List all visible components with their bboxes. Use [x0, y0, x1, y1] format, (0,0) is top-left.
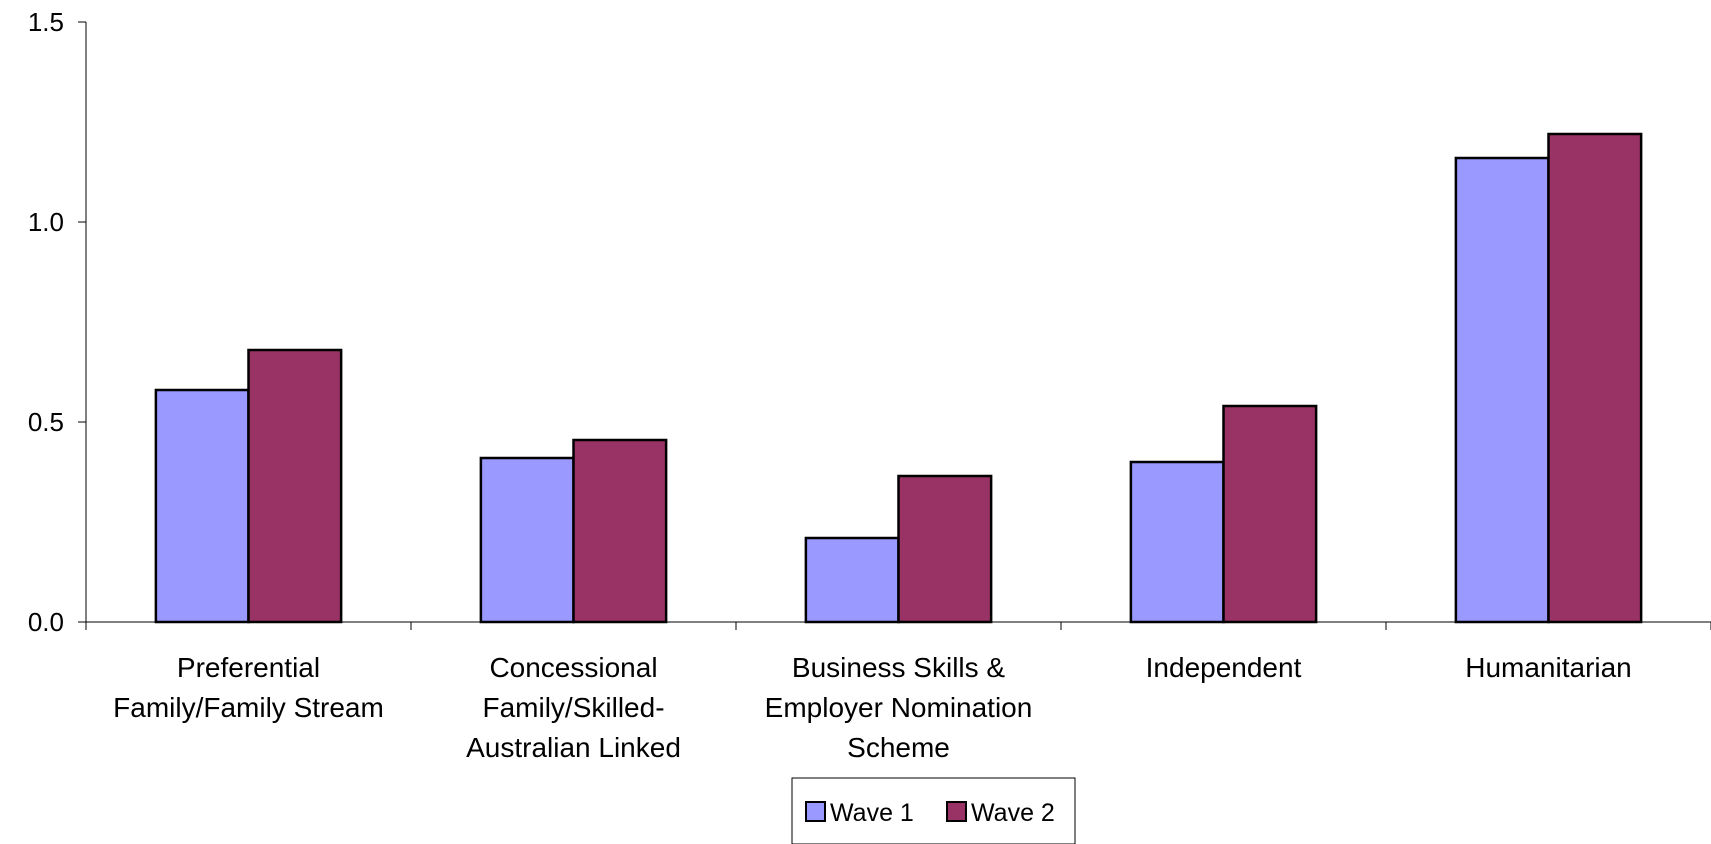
bar-wave-2 [1222, 404, 1318, 624]
bar-wave-2 [572, 438, 668, 624]
bar-wave-2 [897, 474, 993, 624]
bar-wave-2 [1547, 132, 1643, 624]
y-tick-label: 1.0 [28, 207, 64, 237]
bar-wave-1 [804, 536, 900, 624]
bar-wave-1 [154, 388, 250, 624]
x-category-label: Concessional [489, 652, 657, 683]
bar-wave-2 [247, 348, 343, 624]
legend-swatch [946, 801, 967, 822]
x-category-label: Independent [1146, 652, 1302, 683]
legend-label: Wave 2 [971, 799, 1055, 827]
x-category-label: Business Skills & [792, 652, 1006, 683]
legend-swatch [805, 801, 826, 822]
y-axis: 0.0 0.5 1.0 1.5 [28, 7, 87, 637]
y-tick-label: 1.5 [28, 7, 64, 37]
x-category-label: Family/Family Stream [113, 692, 384, 723]
bar-wave-1 [479, 456, 575, 624]
y-tick-label: 0.0 [28, 607, 64, 637]
bars [154, 132, 1643, 624]
x-category-label: Family/Skilled- [482, 692, 664, 723]
x-category-label: Humanitarian [1465, 652, 1632, 683]
x-category-label: Scheme [847, 732, 950, 763]
bar-wave-1 [1129, 460, 1225, 624]
x-category-label: Preferential [177, 652, 320, 683]
y-tick-label: 0.5 [28, 407, 64, 437]
x-category-label: Australian Linked [466, 732, 681, 763]
bar-wave-1 [1454, 156, 1550, 624]
legend-label: Wave 1 [830, 799, 914, 827]
legend-box [791, 777, 1076, 844]
x-category-label: Employer Nomination [765, 692, 1033, 723]
legend: Wave 1 Wave 2 [791, 777, 1076, 844]
category-labels: Preferential Family/Family Stream Concessi… [113, 652, 1632, 763]
